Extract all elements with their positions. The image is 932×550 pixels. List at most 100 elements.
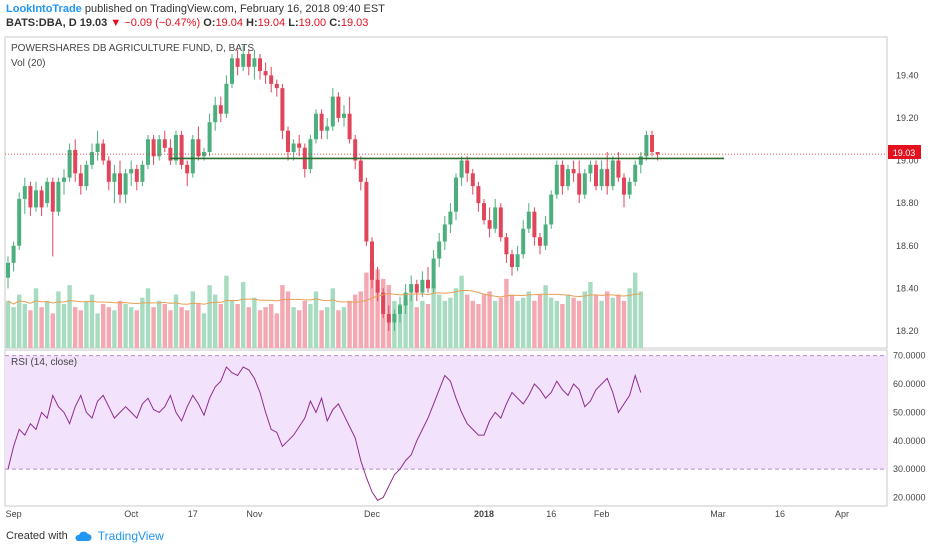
candle[interactable]: [22, 177, 27, 214]
candle[interactable]: [252, 49, 257, 80]
candle[interactable]: [330, 88, 335, 131]
candle[interactable]: [129, 160, 134, 187]
candle[interactable]: [118, 160, 122, 204]
candle[interactable]: [627, 177, 632, 199]
candle[interactable]: [67, 143, 72, 182]
candle[interactable]: [414, 279, 419, 302]
candle[interactable]: [532, 207, 537, 246]
candle[interactable]: [398, 296, 402, 323]
candle[interactable]: [515, 245, 520, 272]
candle[interactable]: [588, 160, 593, 182]
candle[interactable]: [633, 160, 638, 187]
candle[interactable]: [549, 190, 554, 229]
candle[interactable]: [431, 250, 436, 293]
candle[interactable]: [45, 177, 50, 208]
candle[interactable]: [168, 139, 173, 165]
candle[interactable]: [650, 130, 654, 157]
candle[interactable]: [190, 134, 195, 178]
candle[interactable]: [235, 49, 240, 76]
candle[interactable]: [123, 169, 128, 204]
candle[interactable]: [224, 75, 229, 118]
candle[interactable]: [230, 54, 234, 89]
candle[interactable]: [297, 134, 302, 157]
candle[interactable]: [577, 160, 582, 204]
candle[interactable]: [56, 177, 61, 216]
candle[interactable]: [392, 309, 397, 331]
candle[interactable]: [454, 173, 458, 221]
candle[interactable]: [442, 215, 447, 251]
candle[interactable]: [381, 288, 386, 319]
candlesticks[interactable]: [6, 45, 660, 331]
candle[interactable]: [554, 160, 559, 199]
candle[interactable]: [319, 109, 324, 140]
candle[interactable]: [370, 237, 374, 289]
candle[interactable]: [644, 130, 649, 161]
candle[interactable]: [448, 203, 453, 233]
candle[interactable]: [134, 164, 139, 191]
candle[interactable]: [291, 139, 296, 161]
candle[interactable]: [638, 152, 643, 174]
candle[interactable]: [73, 139, 78, 182]
candle[interactable]: [622, 173, 626, 208]
candle[interactable]: [482, 198, 486, 225]
candle[interactable]: [196, 126, 201, 161]
candle[interactable]: [140, 160, 145, 187]
candle[interactable]: [34, 181, 38, 212]
candle[interactable]: [95, 130, 100, 161]
candle[interactable]: [302, 143, 307, 178]
candle[interactable]: [11, 241, 16, 272]
candle[interactable]: [241, 45, 246, 72]
candle[interactable]: [101, 139, 106, 165]
candle[interactable]: [364, 177, 369, 246]
candle[interactable]: [39, 186, 44, 216]
candle[interactable]: [403, 284, 408, 314]
candle[interactable]: [571, 160, 576, 182]
candle[interactable]: [353, 134, 358, 170]
candle[interactable]: [538, 232, 542, 255]
candle[interactable]: [146, 134, 150, 170]
candle[interactable]: [179, 130, 184, 170]
candle[interactable]: [269, 66, 274, 93]
candle[interactable]: [274, 79, 279, 97]
candle[interactable]: [498, 203, 503, 242]
tradingview-brand-link[interactable]: TradingView: [97, 529, 164, 543]
candle[interactable]: [543, 215, 548, 251]
candle[interactable]: [62, 169, 66, 195]
candle[interactable]: [218, 96, 223, 123]
candle[interactable]: [566, 164, 570, 191]
candle[interactable]: [106, 156, 111, 191]
candle[interactable]: [151, 134, 156, 165]
candle[interactable]: [308, 134, 313, 174]
candle[interactable]: [476, 181, 481, 212]
candle[interactable]: [426, 267, 430, 293]
candle[interactable]: [521, 220, 526, 259]
candle[interactable]: [90, 143, 94, 170]
candle[interactable]: [409, 275, 414, 302]
candle[interactable]: [263, 62, 268, 84]
candle[interactable]: [655, 152, 660, 161]
candle[interactable]: [157, 134, 162, 161]
candle[interactable]: [112, 164, 117, 204]
candle[interactable]: [594, 160, 598, 191]
candle[interactable]: [526, 203, 531, 233]
candle[interactable]: [336, 92, 341, 123]
candle[interactable]: [459, 156, 464, 187]
candle[interactable]: [286, 126, 290, 161]
candle[interactable]: [470, 169, 475, 195]
candle[interactable]: [342, 105, 346, 127]
candle[interactable]: [358, 156, 363, 191]
candle[interactable]: [246, 49, 251, 76]
candle[interactable]: [375, 267, 380, 302]
candle[interactable]: [50, 177, 55, 257]
candle[interactable]: [465, 156, 470, 182]
candle[interactable]: [599, 160, 604, 191]
candle[interactable]: [6, 256, 10, 289]
candle[interactable]: [213, 96, 218, 131]
candle[interactable]: [437, 232, 442, 268]
publisher-link[interactable]: LookIntoTrade: [6, 3, 82, 15]
candle[interactable]: [560, 160, 565, 195]
candle[interactable]: [493, 198, 498, 233]
candle[interactable]: [347, 96, 352, 144]
candle[interactable]: [78, 164, 83, 195]
